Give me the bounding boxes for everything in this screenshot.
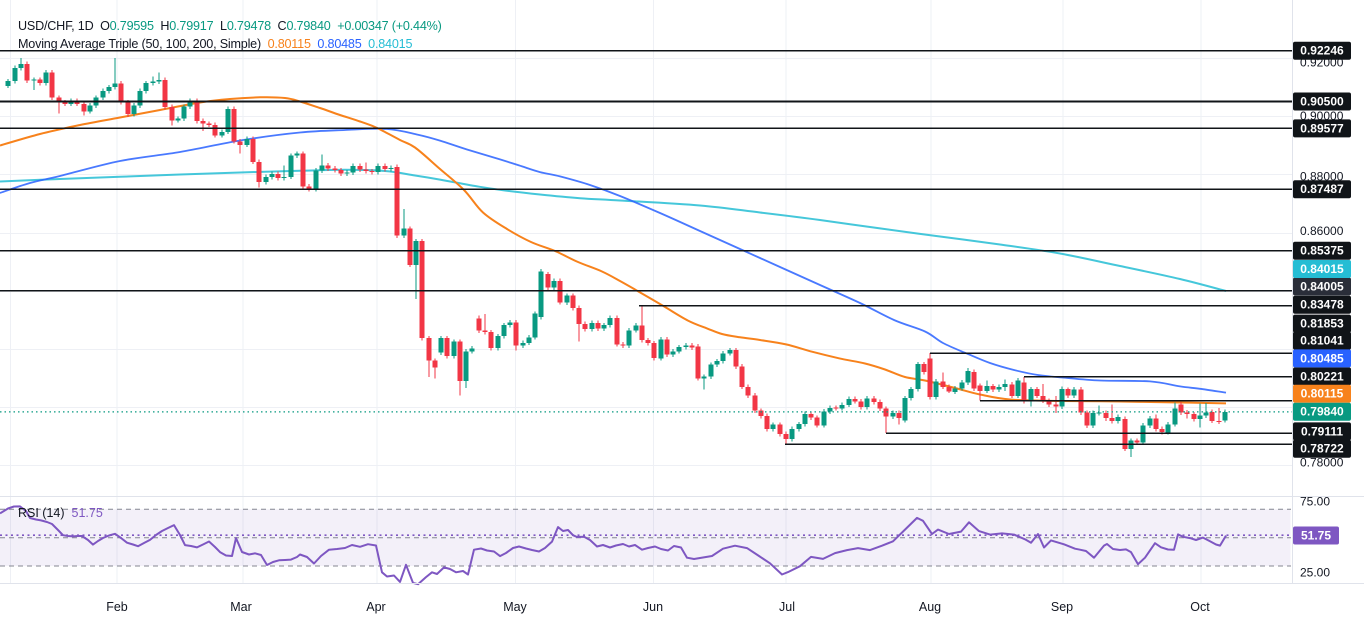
svg-text:0.90000: 0.90000	[1300, 109, 1344, 123]
svg-text:75.00: 75.00	[1300, 495, 1330, 509]
svg-text:0.79111: 0.79111	[1301, 424, 1343, 438]
svg-text:25.00: 25.00	[1300, 565, 1330, 579]
svg-text:0.90500: 0.90500	[1300, 94, 1344, 108]
svg-text:0.84015: 0.84015	[1300, 262, 1344, 276]
svg-text:0.80115: 0.80115	[1301, 387, 1344, 401]
svg-text:0.78000: 0.78000	[1300, 456, 1344, 470]
svg-text:0.88000: 0.88000	[1300, 170, 1344, 184]
svg-text:Sep: Sep	[1051, 600, 1073, 614]
svg-text:Feb: Feb	[106, 600, 128, 614]
svg-text:0.83478: 0.83478	[1300, 298, 1344, 312]
svg-text:Jul: Jul	[779, 600, 795, 614]
svg-text:0.78722: 0.78722	[1300, 442, 1344, 456]
svg-text:0.84005: 0.84005	[1300, 279, 1344, 293]
svg-text:RSI (14) 51.75: RSI (14) 51.75	[18, 506, 103, 520]
svg-text:Mar: Mar	[230, 600, 252, 614]
svg-text:Oct: Oct	[1190, 600, 1210, 614]
svg-text:0.80485: 0.80485	[1300, 351, 1344, 365]
svg-text:51.75: 51.75	[1301, 528, 1331, 542]
svg-text:0.87487: 0.87487	[1300, 182, 1344, 196]
svg-text:0.85375: 0.85375	[1300, 244, 1344, 258]
svg-text:0.79840: 0.79840	[1300, 405, 1344, 419]
svg-text:0.86000: 0.86000	[1300, 224, 1344, 238]
svg-text:USD/CHF, 1D O0.79595 H0.7991: USD/CHF, 1D O0.79595 H0.79917 L0.79478 C…	[18, 19, 442, 33]
svg-text:Aug: Aug	[919, 600, 941, 614]
svg-text:May: May	[503, 600, 527, 614]
svg-text:0.89577: 0.89577	[1300, 121, 1344, 135]
svg-text:0.81041: 0.81041	[1300, 334, 1344, 348]
svg-text:0.92246: 0.92246	[1300, 44, 1344, 58]
svg-text:0.81853: 0.81853	[1300, 317, 1344, 331]
svg-text:Jun: Jun	[643, 600, 663, 614]
svg-text:Apr: Apr	[366, 600, 385, 614]
svg-text:0.80221: 0.80221	[1300, 369, 1344, 383]
svg-text:Moving Average Triple (50, 100: Moving Average Triple (50, 100, 200, Sim…	[18, 37, 412, 51]
